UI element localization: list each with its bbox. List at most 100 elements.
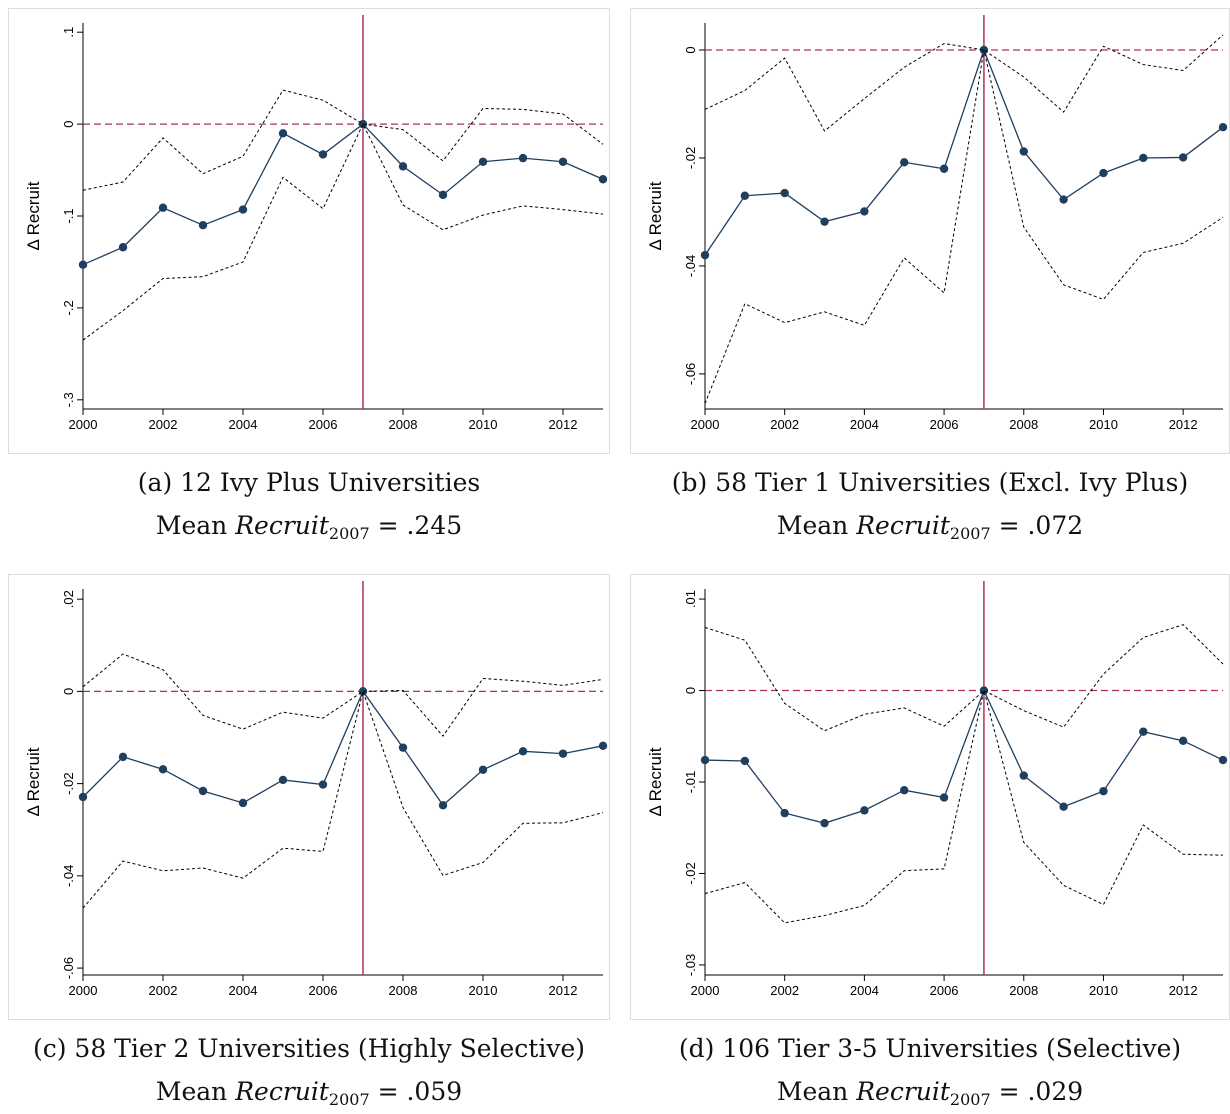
- estimate-point-a: [598, 175, 608, 184]
- estimate-point-a: [358, 119, 368, 129]
- estimate-point-b: [1218, 122, 1228, 132]
- caption-title-a: (a) 12 Ivy Plus Universities: [137, 468, 481, 497]
- y-tick-label-a: -.1: [61, 208, 76, 223]
- mean-prefix-d: Mean: [776, 1077, 857, 1106]
- estimate-point-c: [158, 765, 168, 774]
- mean-sub-d: 2007: [949, 1090, 991, 1109]
- ci-upper-line-d: [704, 624, 1224, 732]
- caption-title-d: (d) 106 Tier 3-5 Universities (Selective…: [678, 1034, 1182, 1063]
- y-axis-title-b: Δ Recruit: [646, 181, 665, 250]
- ci-lower-line-c: [82, 689, 604, 909]
- ci-lower-line-b: [704, 49, 1224, 404]
- mean-value-c: = .059: [369, 1077, 463, 1106]
- estimate-point-c: [238, 798, 248, 808]
- y-tick-label-d: -.02: [683, 862, 698, 884]
- y-tick-label-a: -.3: [61, 392, 76, 407]
- x-tick-label-d: 2002: [770, 983, 799, 998]
- ci-lower-line-d: [704, 690, 1224, 924]
- caption-mean-a: Mean Recruit2007 = .245: [8, 511, 610, 543]
- estimate-line-a: [82, 123, 604, 266]
- estimate-point-d: [820, 818, 829, 828]
- mean-var-d: Recruit: [856, 1077, 950, 1106]
- estimate-point-a: [318, 150, 328, 159]
- estimate-point-d: [1139, 727, 1148, 736]
- estimate-point-d: [939, 793, 949, 802]
- estimate-point-d: [1019, 771, 1028, 780]
- estimate-point-b: [700, 250, 710, 260]
- estimate-point-c: [518, 747, 528, 756]
- chart-c: -.06 -.04 -.02 0 .02 2000 2002 2004 2006 2008 2010…: [24, 581, 608, 998]
- estimate-point-a: [78, 260, 88, 269]
- estimate-point-a: [118, 243, 128, 252]
- estimate-point-c: [278, 775, 288, 785]
- y-tick-label-c: 0: [61, 688, 76, 695]
- x-tick-label-a: 2010: [469, 417, 498, 432]
- estimate-point-b: [939, 164, 949, 173]
- estimate-point-d: [1178, 736, 1188, 746]
- y-tick-label-d: .01: [683, 590, 698, 608]
- estimate-point-b: [1099, 168, 1108, 178]
- estimate-point-d: [1099, 786, 1108, 796]
- estimate-point-c: [558, 749, 568, 758]
- caption-mean-d: Mean Recruit2007 = .029: [630, 1077, 1230, 1109]
- caption-title-c: (c) 58 Tier 2 Universities (Highly Selec…: [32, 1034, 586, 1063]
- y-axis-title-c: Δ Recruit: [24, 747, 43, 816]
- estimate-point-b: [1059, 195, 1068, 204]
- x-tick-label-a: 2000: [69, 417, 98, 432]
- x-tick-label-d: 2004: [850, 983, 879, 998]
- x-tick-label-d: 2010: [1089, 983, 1118, 998]
- mean-var-c: Recruit: [235, 1077, 329, 1106]
- y-tick-label-a: 0: [61, 120, 76, 127]
- y-tick-label-d: 0: [683, 687, 698, 694]
- chart-frame-b: -.06 -.04 -.02 0 2000 2002 2004 2006 2008 2010 201…: [630, 8, 1230, 454]
- estimate-point-d: [1059, 802, 1068, 811]
- estimate-point-b: [1019, 147, 1028, 156]
- ci-lower-line-a: [82, 122, 604, 341]
- x-tick-label-a: 2006: [309, 417, 338, 432]
- estimate-point-b: [740, 191, 750, 200]
- chart-frame-d: -.03 -.02 -.01 0 .01 2000 2002 2004 2006 2008 2010…: [630, 574, 1230, 1020]
- chart-a: -.3 -.2 -.1 0 .1 2000 2002 2004 2006 2008 2010 2012…: [24, 15, 608, 432]
- x-tick-label-a: 2012: [549, 417, 578, 432]
- estimate-point-a: [238, 205, 248, 214]
- y-tick-label-b: -.04: [683, 255, 698, 277]
- caption-mean-b: Mean Recruit2007 = .072: [630, 511, 1230, 543]
- y-tick-label-b: -.02: [683, 147, 698, 169]
- x-tick-label-d: 2006: [930, 983, 959, 998]
- estimate-point-d: [700, 755, 710, 765]
- x-tick-label-c: 2004: [229, 983, 258, 998]
- y-tick-label-d: -.03: [683, 954, 698, 976]
- mean-value-a: = .245: [369, 511, 463, 540]
- estimate-point-b: [860, 207, 869, 216]
- x-tick-label-b: 2010: [1089, 417, 1118, 432]
- estimate-point-c: [198, 786, 208, 796]
- x-tick-label-b: 2002: [770, 417, 799, 432]
- x-tick-label-b: 2004: [850, 417, 879, 432]
- ci-upper-line-a: [82, 89, 604, 191]
- estimate-point-b: [820, 217, 829, 226]
- y-tick-label-c: -.04: [61, 865, 76, 887]
- mean-sub-b: 2007: [949, 524, 991, 543]
- mean-var-b: Recruit: [856, 511, 950, 540]
- mean-prefix-c: Mean: [155, 1077, 236, 1106]
- estimate-point-a: [518, 153, 528, 163]
- estimate-point-a: [398, 162, 408, 171]
- y-tick-label-c: -.06: [61, 957, 76, 979]
- x-tick-label-d: 2000: [691, 983, 720, 998]
- estimate-point-a: [558, 157, 568, 166]
- x-tick-label-a: 2004: [229, 417, 258, 432]
- mean-sub-c: 2007: [328, 1090, 370, 1109]
- estimate-point-c: [598, 741, 608, 750]
- y-tick-label-a: .1: [61, 27, 76, 38]
- x-tick-label-c: 2000: [69, 983, 98, 998]
- estimate-point-b: [1178, 153, 1188, 162]
- estimate-line-d: [704, 688, 1224, 824]
- x-tick-label-a: 2002: [149, 417, 178, 432]
- estimate-point-a: [478, 157, 488, 166]
- y-axis-title-a: Δ Recruit: [24, 181, 43, 250]
- x-tick-label-b: 2008: [1009, 417, 1038, 432]
- mean-prefix-a: Mean: [155, 511, 236, 540]
- caption-b: (b) 58 Tier 1 Universities (Excl. Ivy Pl…: [630, 468, 1230, 543]
- x-tick-label-a: 2008: [389, 417, 418, 432]
- x-tick-label-b: 2000: [691, 417, 720, 432]
